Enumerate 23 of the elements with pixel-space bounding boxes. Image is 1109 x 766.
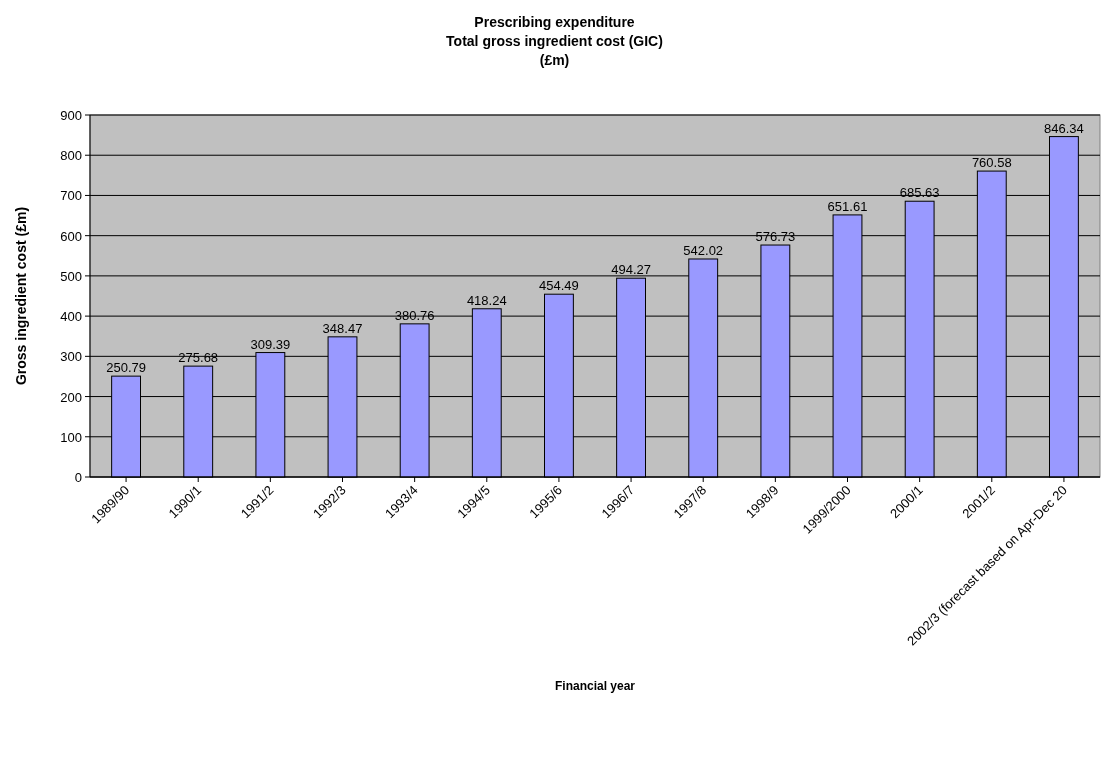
y-tick-label: 300 <box>60 349 82 365</box>
y-tick-label: 500 <box>60 268 82 284</box>
y-tick-label: 0 <box>74 470 82 485</box>
data-label: 760.58 <box>971 155 1012 171</box>
y-tick-label: 800 <box>60 148 82 164</box>
data-label: 309.39 <box>250 336 291 352</box>
y-tick-label: 100 <box>60 429 82 445</box>
y-tick-label: 600 <box>60 228 82 244</box>
y-axis-title: Gross ingredient cost (£m) <box>13 206 29 386</box>
data-label: 454.49 <box>539 278 579 294</box>
data-label: 846.34 <box>1044 120 1084 136</box>
y-tick-label: 700 <box>60 188 82 204</box>
data-label: 494.27 <box>611 262 651 278</box>
y-tick-label: 900 <box>60 108 82 123</box>
data-label: 542.02 <box>683 242 724 258</box>
data-label: 418.24 <box>466 292 507 308</box>
y-tick-label: 200 <box>60 389 82 405</box>
chart-title: Prescribing expenditure Total gross ingredient cost (GIC) (£m) <box>446 14 663 68</box>
data-label: 250.79 <box>106 360 146 376</box>
data-label: 651.61 <box>827 198 868 214</box>
x-axis-title: Financial year <box>554 679 636 693</box>
y-tick-label: 400 <box>60 309 82 325</box>
data-label: 348.47 <box>322 320 363 336</box>
